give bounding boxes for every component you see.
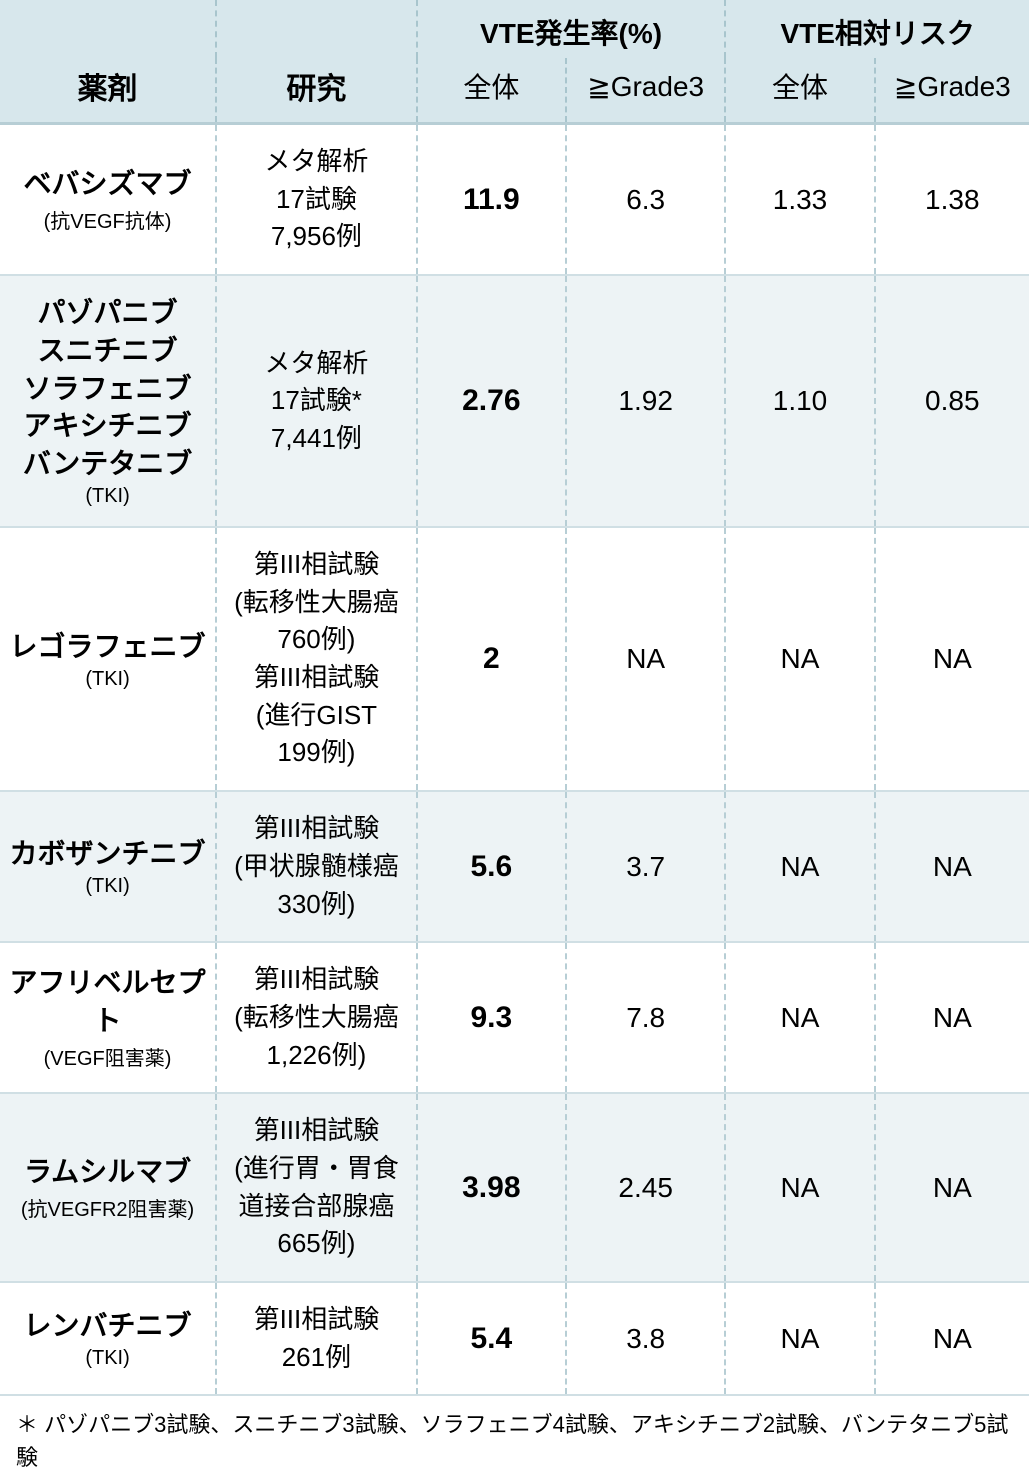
cell-study: メタ解析17試験7,956例 (216, 124, 417, 276)
cell-value: 0.85 (875, 275, 1029, 527)
cell-study: メタ解析17試験*7,441例 (216, 275, 417, 527)
cell-value: NA (725, 1282, 874, 1395)
cell-drug: アフリベルセプト(VEGF阻害薬) (0, 942, 216, 1093)
drug-name: ラムシルマブ (6, 1153, 209, 1191)
cell-value: 5.6 (417, 791, 566, 942)
cell-study: 第III相試験(転移性大腸癌760例)第III相試験(進行GIST199例) (216, 527, 417, 791)
cell-value: 1.10 (725, 275, 874, 527)
cell-value: 9.3 (417, 942, 566, 1093)
header-col-risk-all: 全体 (725, 58, 874, 124)
drug-name: カボザンチニブ (6, 835, 209, 873)
cell-value: NA (566, 527, 725, 791)
cell-value: NA (875, 1282, 1029, 1395)
header-row-groups: VTE発生率(%) VTE相対リスク (0, 0, 1029, 58)
header-col-study: 研究 (216, 58, 417, 124)
cell-value: 1.38 (875, 124, 1029, 276)
header-col-incidence-g3: ≧Grade3 (566, 58, 725, 124)
drug-name: ベバシズマブ (6, 165, 209, 203)
cell-value: NA (875, 942, 1029, 1093)
header-group-incidence: VTE発生率(%) (417, 0, 726, 58)
cell-study: 第III相試験(進行胃・胃食道接合部腺癌665例) (216, 1093, 417, 1282)
cell-value: NA (725, 1093, 874, 1282)
cell-value: 2 (417, 527, 566, 791)
header-blank-2 (216, 0, 417, 58)
table-row: パゾパニブスニチニブソラフェニブアキシチニブバンテタニブ(TKI)メタ解析17試… (0, 275, 1029, 527)
cell-study: 第III相試験(甲状腺髄様癌330例) (216, 791, 417, 942)
drug-type: (抗VEGF抗体) (6, 205, 209, 234)
table-footnote: ＊ パゾパニブ3試験、スニチニブ3試験、ソラフェニブ4試験、アキシチニブ2試験、… (0, 1396, 1029, 1482)
cell-value: 1.92 (566, 275, 725, 527)
drug-type: (TKI) (6, 668, 209, 691)
cell-drug: カボザンチニブ(TKI) (0, 791, 216, 942)
drug-name: アフリベルセプト (6, 964, 209, 1040)
cell-value: 6.3 (566, 124, 725, 276)
cell-value: 3.8 (566, 1282, 725, 1395)
cell-value: NA (875, 527, 1029, 791)
vte-table: VTE発生率(%) VTE相対リスク 薬剤 研究 全体 ≧Grade3 全体 ≧… (0, 0, 1029, 1396)
cell-drug: ラムシルマブ(抗VEGFR2阻害薬) (0, 1093, 216, 1282)
header-col-drug: 薬剤 (0, 58, 216, 124)
table-row: レゴラフェニブ(TKI)第III相試験(転移性大腸癌760例)第III相試験(進… (0, 527, 1029, 791)
table-row: ベバシズマブ(抗VEGF抗体)メタ解析17試験7,956例11.96.31.33… (0, 124, 1029, 276)
cell-value: 2.45 (566, 1093, 725, 1282)
drug-name: レンバチニブ (6, 1307, 209, 1345)
drug-type: (VEGF阻害薬) (6, 1042, 209, 1071)
cell-study: 第III相試験261例 (216, 1282, 417, 1395)
header-col-risk-g3: ≧Grade3 (875, 58, 1029, 124)
table-row: カボザンチニブ(TKI)第III相試験(甲状腺髄様癌330例)5.63.7NAN… (0, 791, 1029, 942)
cell-value: 3.7 (566, 791, 725, 942)
drug-name: パゾパニブスニチニブソラフェニブアキシチニブバンテタニブ (6, 294, 209, 483)
cell-value: NA (725, 942, 874, 1093)
table-body: ベバシズマブ(抗VEGF抗体)メタ解析17試験7,956例11.96.31.33… (0, 124, 1029, 1396)
header-group-relative-risk: VTE相対リスク (725, 0, 1029, 58)
drug-type: (TKI) (6, 1347, 209, 1370)
header-row-columns: 薬剤 研究 全体 ≧Grade3 全体 ≧Grade3 (0, 58, 1029, 124)
cell-drug: ベバシズマブ(抗VEGF抗体) (0, 124, 216, 276)
table-row: レンバチニブ(TKI)第III相試験261例5.43.8NANA (0, 1282, 1029, 1395)
cell-value: 2.76 (417, 275, 566, 527)
header-col-incidence-all: 全体 (417, 58, 566, 124)
drug-type: (抗VEGFR2阻害薬) (6, 1193, 209, 1222)
table-row: アフリベルセプト(VEGF阻害薬)第III相試験(転移性大腸癌1,226例)9.… (0, 942, 1029, 1093)
drug-type: (TKI) (6, 875, 209, 898)
cell-drug: レンバチニブ(TKI) (0, 1282, 216, 1395)
cell-study: 第III相試験(転移性大腸癌1,226例) (216, 942, 417, 1093)
cell-value: NA (875, 791, 1029, 942)
cell-value: 3.98 (417, 1093, 566, 1282)
cell-value: 5.4 (417, 1282, 566, 1395)
table-row: ラムシルマブ(抗VEGFR2阻害薬)第III相試験(進行胃・胃食道接合部腺癌66… (0, 1093, 1029, 1282)
cell-drug: パゾパニブスニチニブソラフェニブアキシチニブバンテタニブ(TKI) (0, 275, 216, 527)
cell-value: NA (725, 791, 874, 942)
cell-value: NA (725, 527, 874, 791)
cell-value: 1.33 (725, 124, 874, 276)
vte-table-container: VTE発生率(%) VTE相対リスク 薬剤 研究 全体 ≧Grade3 全体 ≧… (0, 0, 1029, 1482)
header-blank-1 (0, 0, 216, 58)
cell-value: NA (875, 1093, 1029, 1282)
cell-drug: レゴラフェニブ(TKI) (0, 527, 216, 791)
drug-name: レゴラフェニブ (6, 628, 209, 666)
cell-value: 11.9 (417, 124, 566, 276)
drug-type: (TKI) (6, 485, 209, 508)
cell-value: 7.8 (566, 942, 725, 1093)
